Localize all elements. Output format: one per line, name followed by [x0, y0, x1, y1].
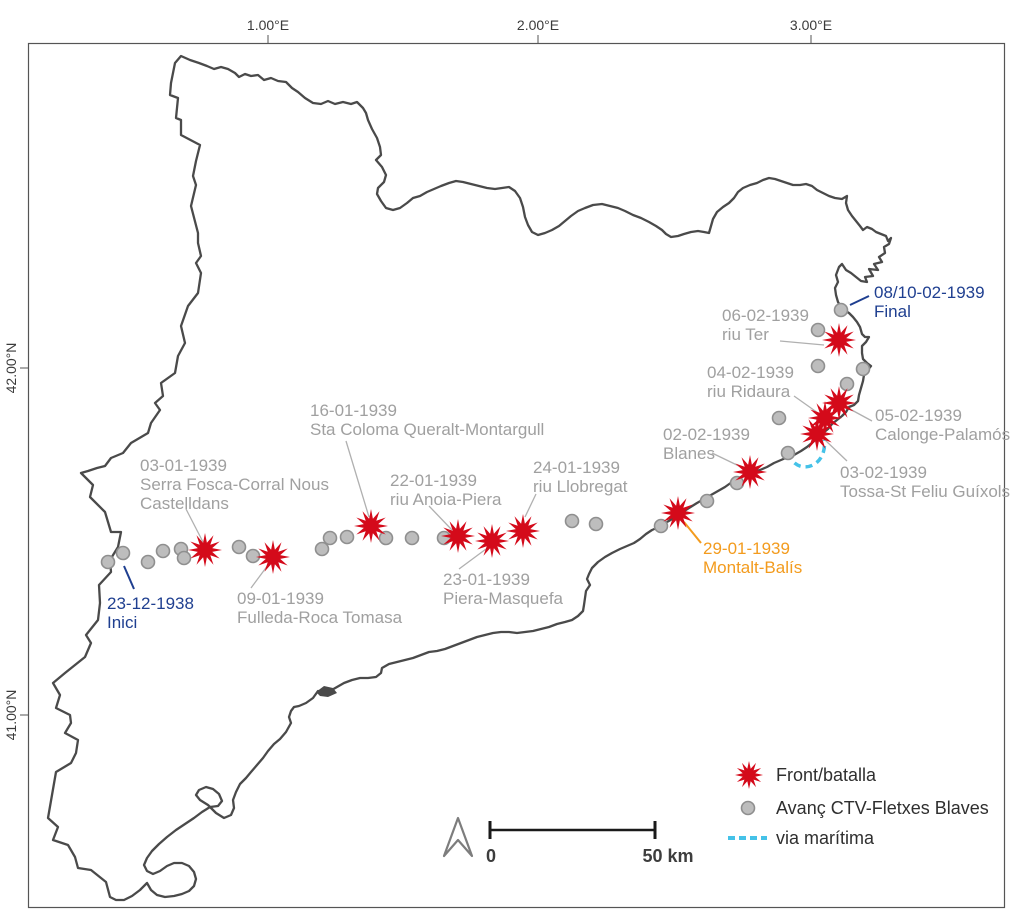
- legend-label-maritima: via marítima: [776, 828, 875, 848]
- advance-point: [699, 493, 715, 509]
- advance-point: [378, 530, 394, 546]
- label-leader-tossa: [823, 438, 848, 462]
- battle-star: [661, 496, 695, 530]
- label-leader-serra-fosca: [185, 508, 204, 543]
- axis-label-3e: 3.00°E: [790, 17, 832, 33]
- map-labels-layer: 23-12-1938 Inici 03-01-1939 Serra Fosca-Cor…: [107, 283, 1010, 632]
- battle-star: [188, 533, 222, 567]
- map-label-final: 08/10-02-1939 Final: [874, 283, 985, 321]
- axis-label-42n: 42.00°N: [3, 343, 19, 394]
- label-leader-ridaura: [793, 395, 819, 414]
- label-leader-llobregat: [524, 493, 537, 518]
- advance-point: [839, 376, 855, 392]
- legend-label-front: Front/batalla: [776, 765, 877, 785]
- battle-star: [475, 524, 509, 558]
- scale-bar: 0 50 km: [486, 821, 694, 866]
- north-arrow-icon: [442, 816, 474, 858]
- axis-top: 1.00°E 2.00°E 3.00°E: [247, 17, 832, 43]
- label-leader-riu-ter: [779, 340, 825, 346]
- map-label-fulleda: 09-01-1939 Fulleda-Roca Tomasa: [237, 589, 403, 627]
- legend-label-avanc: Avanç CTV-Fletxes Blaves: [776, 798, 989, 818]
- legend: Front/batalla Avanç CTV-Fletxes Blaves v…: [728, 761, 989, 848]
- advance-point-icon: [740, 800, 756, 816]
- label-leader-piera: [458, 548, 487, 570]
- battle-star: [808, 401, 842, 435]
- label-leader-blanes: [711, 452, 742, 468]
- map-label-anoia: 22-01-1939 riu Anoia-Piera: [390, 471, 502, 509]
- battle-star: [733, 455, 767, 489]
- label-leader-sta-coloma: [345, 440, 370, 518]
- map-label-tossa: 03-02-1939 Tossa-St Feliu Guíxols: [840, 463, 1010, 501]
- map-label-ridaura: 04-02-1939 riu Ridaura: [707, 363, 794, 401]
- label-leader-montalt: [683, 521, 702, 544]
- sea-route-dashed-line: [786, 439, 827, 469]
- battle-star: [822, 386, 856, 420]
- advance-point: [810, 322, 826, 338]
- advance-point: [564, 513, 580, 529]
- advance-point: [588, 516, 604, 532]
- battle-star: [256, 540, 290, 574]
- advance-points-layer: [100, 302, 871, 570]
- map-label-inici: 23-12-1938 Inici: [107, 594, 194, 632]
- axis-label-1e: 1.00°E: [247, 17, 289, 33]
- battle-star: [822, 323, 856, 357]
- battle-stars-layer: [188, 323, 856, 574]
- label-leader-lines: [123, 295, 873, 590]
- scale-distance-label: 50 km: [642, 846, 693, 866]
- scale-zero-label: 0: [486, 846, 496, 866]
- advance-point: [322, 530, 338, 546]
- map-label-montalt: 29-01-1939 Montalt-Balís: [703, 539, 802, 577]
- advance-point: [245, 548, 261, 564]
- advance-point: [140, 554, 156, 570]
- map-label-riu-ter: 06-02-1939 riu Ter: [722, 306, 809, 344]
- label-leader-fulleda: [250, 564, 269, 589]
- advance-point: [231, 539, 247, 555]
- harbour-patch: [316, 686, 337, 697]
- advance-point: [855, 361, 871, 377]
- advance-point: [115, 545, 131, 561]
- map-label-calonge: 05-02-1939 Calonge-Palamós: [875, 406, 1010, 444]
- advance-point: [833, 302, 849, 318]
- advance-point: [176, 550, 192, 566]
- advance-point: [729, 475, 745, 491]
- advance-point: [771, 410, 787, 426]
- advance-point: [314, 541, 330, 557]
- label-leader-inici: [123, 565, 135, 590]
- map-label-piera: 23-01-1939 Piera-Masquefa: [443, 570, 564, 608]
- battle-star: [506, 514, 540, 548]
- advance-point: [780, 445, 796, 461]
- battle-star: [354, 509, 388, 543]
- axis-label-41n: 41.00°N: [3, 690, 19, 741]
- advance-point: [339, 529, 355, 545]
- label-leader-anoia: [428, 505, 453, 531]
- catalonia-outline: [46, 54, 893, 902]
- advance-point: [404, 530, 420, 546]
- map-frame: [27, 42, 1006, 909]
- battle-star: [441, 519, 475, 553]
- advance-point: [155, 543, 171, 559]
- axis-label-2e: 2.00°E: [517, 17, 559, 33]
- advance-point: [810, 358, 826, 374]
- label-leader-final: [849, 295, 870, 306]
- map-label-serra-fosca: 03-01-1939 Serra Fosca-Corral Nous Castell…: [140, 456, 329, 513]
- advance-point: [653, 518, 669, 534]
- battle-star-icon: [735, 761, 763, 789]
- battle-star: [800, 417, 834, 451]
- map-label-blanes: 02-02-1939 Blanes: [663, 425, 750, 463]
- map-label-sta-coloma: 16-01-1939 Sta Coloma Queralt-Montargull: [310, 401, 544, 439]
- axis-left: 42.00°N 41.00°N: [3, 343, 28, 741]
- map-label-llobregat: 24-01-1939 riu Llobregat: [533, 458, 628, 496]
- advance-point: [100, 554, 116, 570]
